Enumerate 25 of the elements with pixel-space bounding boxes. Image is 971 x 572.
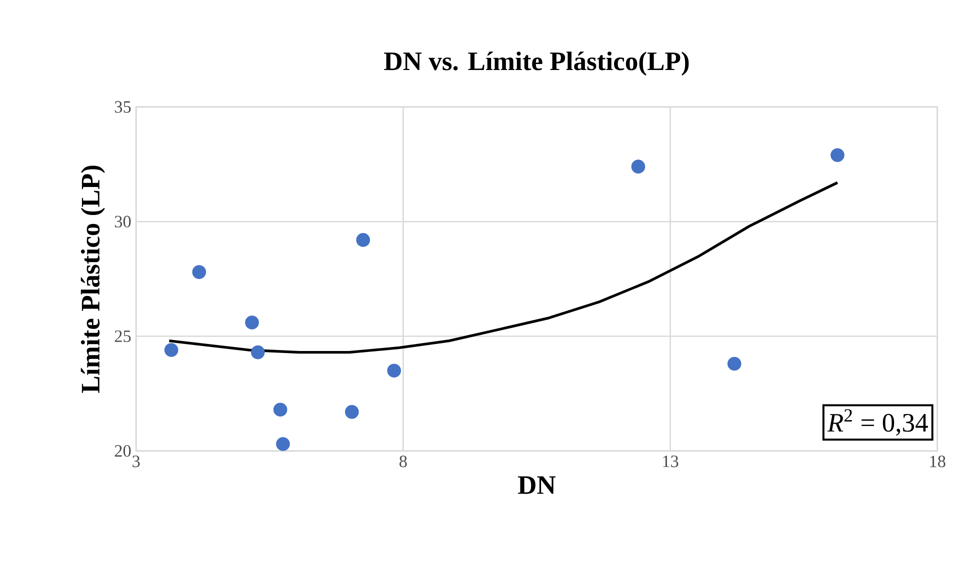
point [273,402,288,417]
point [830,148,844,162]
point [276,437,290,451]
point [387,364,401,378]
point [344,405,359,419]
y-axis-title: Límite Plástico (LP) [80,166,105,393]
x-tick-label: 8 [400,456,407,468]
annotation: R$^{2}$ = 0,34 [827,409,928,436]
chart-title: DN vs. Límite Plástico(LP) [384,52,689,76]
y-tick-label: 25 [114,330,131,342]
point [192,265,206,280]
point [164,343,178,357]
x-tick-label: 13 [663,456,678,468]
point [356,233,370,247]
point [250,345,265,360]
y-tick-label: 20 [114,445,131,457]
point [631,160,646,174]
x-axis-title: DN [518,476,556,494]
y-tick-label: 30 [114,216,131,228]
x-tick-label: 18 [930,456,946,468]
line-series [168,181,839,354]
y-tick-label: 35 [114,101,131,113]
x-tick-label: 3 [132,456,140,468]
point [245,316,259,330]
point [727,356,742,371]
